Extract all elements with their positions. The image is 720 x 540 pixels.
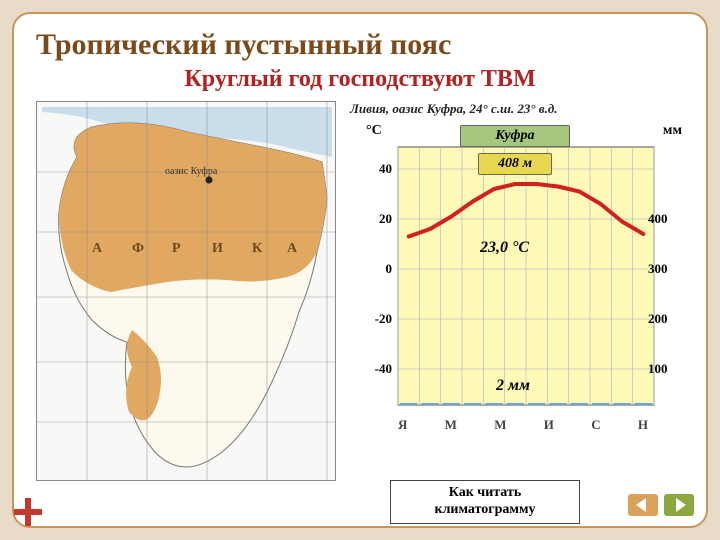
month-label: С xyxy=(591,417,600,433)
how-to-read-button[interactable]: Как читать климатограмму xyxy=(390,480,580,524)
climate-chart-panel: Ливия, оазис Куфра, 24° с.ш. 23° в.д. °C… xyxy=(350,101,684,481)
svg-text:А: А xyxy=(287,241,298,256)
card: Тропический пустынный пояс Круглый год г… xyxy=(12,12,708,528)
slide-root: Тропический пустынный пояс Круглый год г… xyxy=(0,0,720,540)
month-label: М xyxy=(445,417,457,433)
month-label: Я xyxy=(398,417,407,433)
month-label: М xyxy=(494,417,506,433)
month-label: И xyxy=(544,417,554,433)
svg-text:И: И xyxy=(212,241,223,256)
station-header: Ливия, оазис Куфра, 24° с.ш. 23° в.д. xyxy=(350,101,684,117)
slide-subtitle: Круглый год господствуют ТВМ xyxy=(36,66,684,93)
month-label: Н xyxy=(638,417,648,433)
prev-button[interactable] xyxy=(628,494,658,516)
precip-label: 2 мм xyxy=(496,377,530,395)
month-axis: ЯММИСН xyxy=(398,417,648,433)
nav-buttons xyxy=(628,494,694,516)
station-name-badge: Куфра xyxy=(460,125,570,147)
precip-tick: 400 xyxy=(648,211,682,227)
slide-title: Тропический пустынный пояс xyxy=(36,28,684,62)
africa-map: оазис Куфра А Ф Р И К А xyxy=(37,102,336,481)
precip-tick: 200 xyxy=(648,311,682,327)
temp-tick: 40 xyxy=(362,161,392,177)
close-icon[interactable] xyxy=(10,494,46,530)
temp-tick: -40 xyxy=(362,361,392,377)
avg-temp-label: 23,0 °C xyxy=(480,239,529,257)
elevation-badge: 408 м xyxy=(478,153,552,175)
svg-text:Ф: Ф xyxy=(132,241,144,256)
content-row: оазис Куфра А Ф Р И К А Ливия, оазис Куф… xyxy=(36,101,684,481)
temp-tick: 0 xyxy=(362,261,392,277)
temp-tick: 20 xyxy=(362,211,392,227)
precip-tick: 300 xyxy=(648,261,682,277)
svg-text:А: А xyxy=(92,241,103,256)
climate-chart: °C мм Куфра 408 м 23,0 °C 2 мм 40200-20-… xyxy=(350,119,684,439)
svg-text:К: К xyxy=(252,241,263,256)
temp-tick: -20 xyxy=(362,311,392,327)
precip-tick: 100 xyxy=(648,361,682,377)
map-point-label: оазис Куфра xyxy=(165,166,218,177)
svg-text:Р: Р xyxy=(172,241,181,256)
map-panel: оазис Куфра А Ф Р И К А xyxy=(36,101,336,481)
next-button[interactable] xyxy=(664,494,694,516)
